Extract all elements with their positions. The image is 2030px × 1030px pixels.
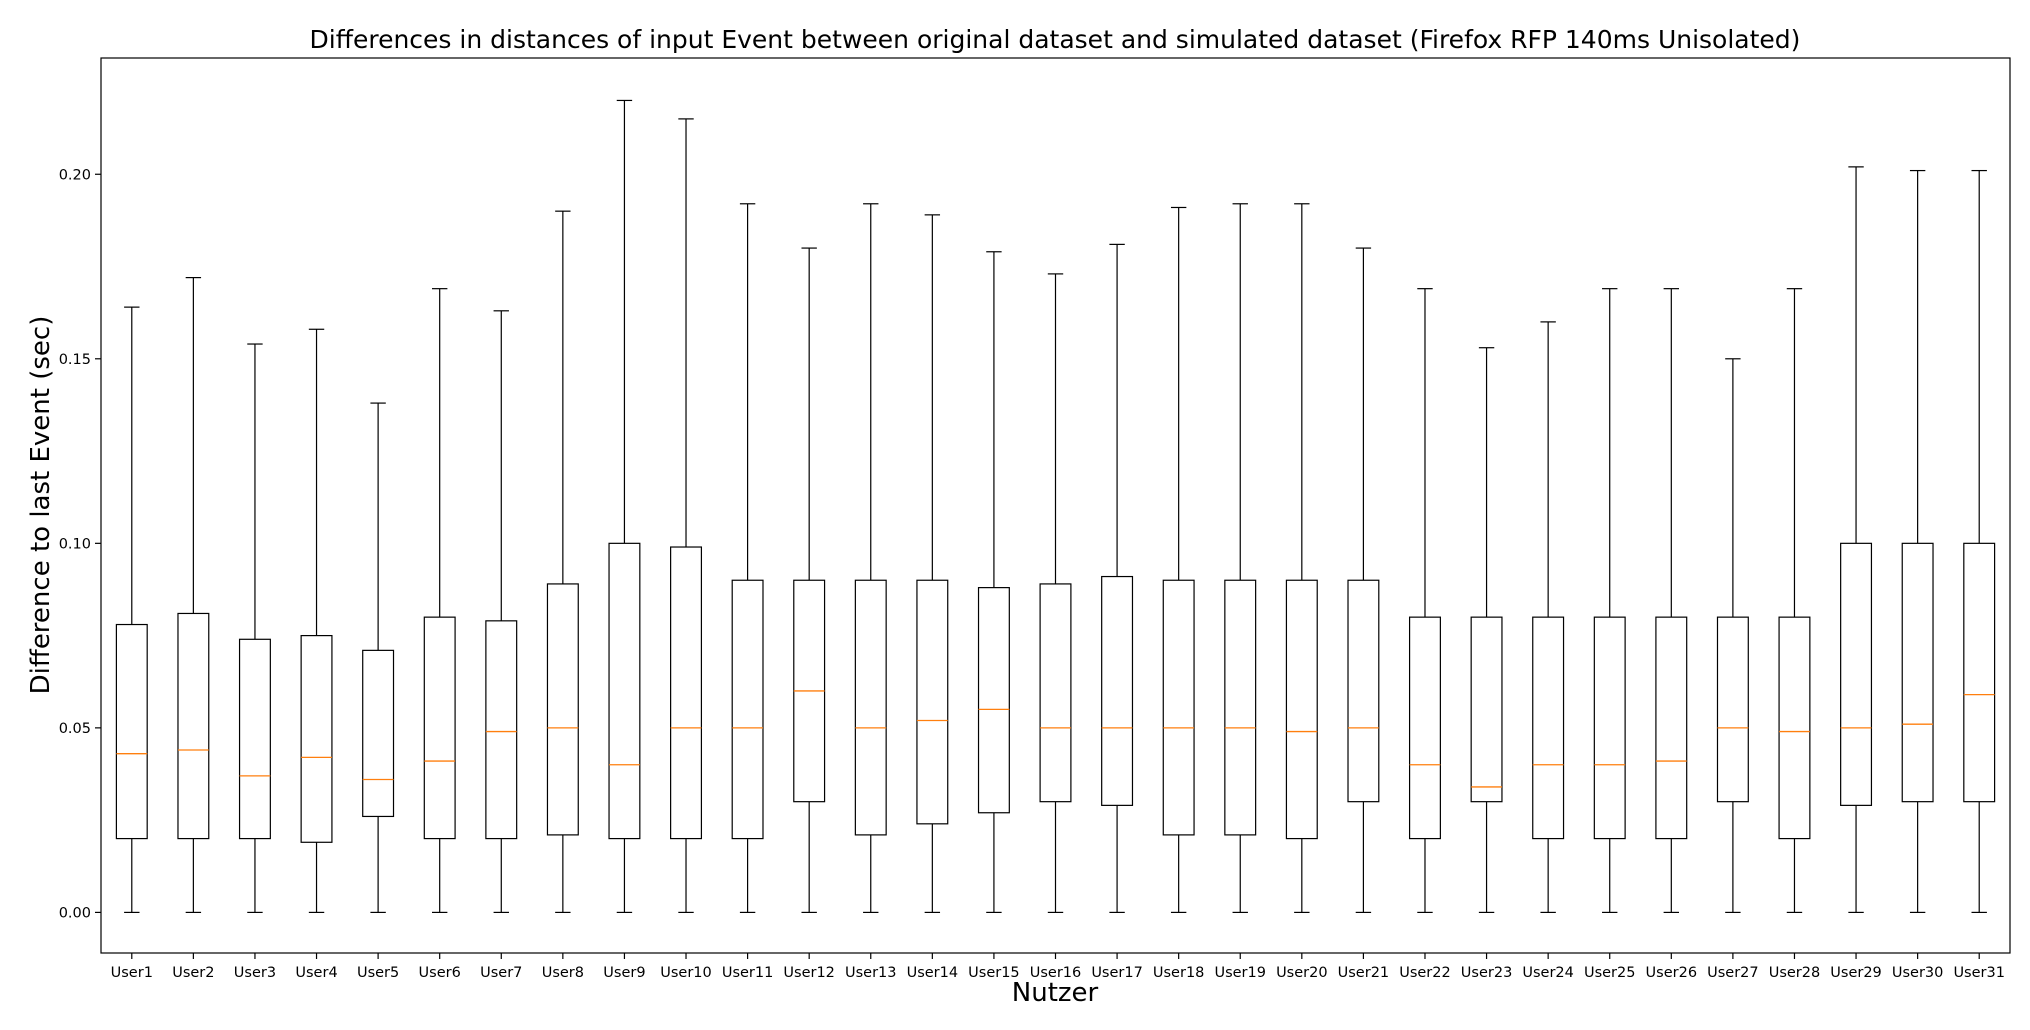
box — [1963, 542, 1996, 803]
box — [1408, 616, 1441, 840]
x-tick-label: User7 — [480, 965, 522, 981]
box — [1101, 575, 1134, 806]
box — [1162, 579, 1195, 836]
y-tick-label: 0.20 — [59, 167, 91, 183]
box — [731, 579, 764, 840]
box — [177, 612, 210, 840]
x-tick-label: User5 — [357, 965, 399, 981]
x-tick-label: User27 — [1707, 965, 1759, 981]
x-tick-label: User14 — [907, 965, 959, 981]
chart-title: Differences in distances of input Event … — [310, 25, 1801, 54]
box — [1778, 616, 1811, 840]
y-tick-label: 0.10 — [59, 536, 91, 552]
x-tick-label: User10 — [660, 965, 712, 981]
box — [238, 638, 271, 840]
x-tick-label: User21 — [1338, 965, 1390, 981]
box — [1347, 579, 1380, 803]
x-axis-label: Nutzer — [1012, 978, 1099, 1008]
x-tick-label: User4 — [295, 965, 337, 981]
box — [546, 583, 579, 836]
x-tick-label: User19 — [1214, 965, 1266, 981]
x-tick-label: User17 — [1091, 965, 1143, 981]
x-tick-label: User30 — [1892, 965, 1944, 981]
box — [1655, 616, 1688, 840]
x-tick-label: User28 — [1769, 965, 1821, 981]
box — [485, 620, 518, 840]
box — [1901, 542, 1934, 803]
x-tick-label: User25 — [1584, 965, 1636, 981]
x-tick-label: User18 — [1153, 965, 1205, 981]
x-tick-label: User22 — [1399, 965, 1451, 981]
x-tick-label: User6 — [419, 965, 461, 981]
box — [1039, 583, 1072, 803]
box — [1532, 616, 1565, 840]
y-tick-label: 0.15 — [59, 352, 91, 368]
x-tick-label: User11 — [722, 965, 774, 981]
x-tick-label: User20 — [1276, 965, 1328, 981]
x-tick-label: User13 — [845, 965, 897, 981]
x-tick-label: User16 — [1030, 965, 1082, 981]
box — [1716, 616, 1749, 803]
y-tick-label: 0.00 — [59, 905, 91, 921]
y-axis-label: Difference to last Event (sec) — [26, 316, 56, 695]
x-tick-label: User26 — [1646, 965, 1698, 981]
box — [608, 542, 641, 840]
x-tick-label: User1 — [111, 965, 153, 981]
x-tick-label: User9 — [603, 965, 645, 981]
box — [854, 579, 887, 836]
x-tick-label: User31 — [1953, 965, 2005, 981]
box — [916, 579, 949, 825]
x-tick-label: User23 — [1461, 965, 1513, 981]
box — [670, 546, 703, 840]
x-tick-label: User2 — [172, 965, 214, 981]
box — [423, 616, 456, 840]
box — [1224, 579, 1257, 836]
box — [115, 623, 148, 840]
box — [300, 634, 333, 843]
box — [1840, 542, 1873, 806]
box — [362, 649, 395, 818]
plot-area: 0.00 0.05 0.10 0.15 0.20 User1 User2 User3 User4… — [59, 57, 2011, 981]
x-tick-label: User3 — [234, 965, 276, 981]
x-tick-label: User12 — [783, 965, 835, 981]
x-tick-label: User24 — [1522, 965, 1574, 981]
box — [1470, 616, 1503, 803]
y-tick-label: 0.05 — [59, 721, 91, 737]
x-tick-label: User8 — [542, 965, 584, 981]
box — [1285, 579, 1318, 840]
x-tick-label: User29 — [1830, 965, 1882, 981]
x-tick-label: User15 — [968, 965, 1020, 981]
box — [1593, 616, 1626, 840]
box — [977, 587, 1010, 814]
